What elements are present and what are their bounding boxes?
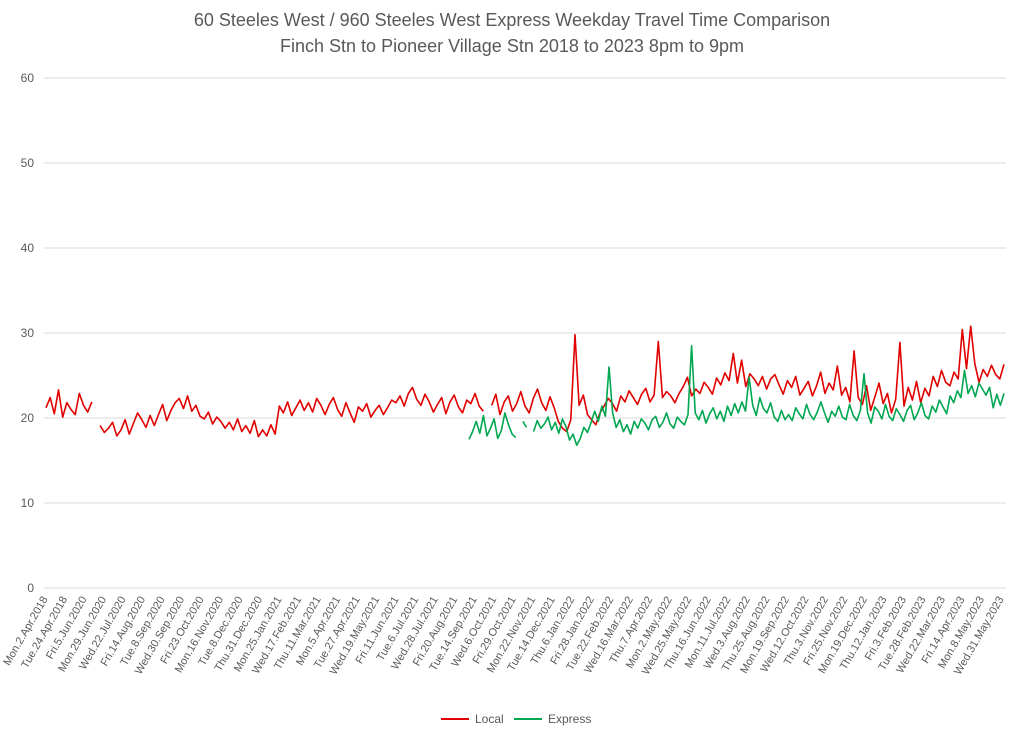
legend-label-express: Express: [548, 712, 592, 726]
legend-swatch-express: [514, 718, 542, 720]
series-line-local: [45, 325, 1005, 438]
series-lines: [45, 325, 1005, 446]
y-tick-label: 60: [21, 71, 35, 85]
legend: Local Express: [0, 712, 1024, 730]
y-tick-label: 30: [21, 326, 35, 340]
legend-item-local: Local: [441, 712, 504, 726]
y-tick-label: 50: [21, 156, 35, 170]
y-tick-label: 40: [21, 241, 35, 255]
series-line-express: [468, 345, 1005, 446]
y-tick-label: 0: [27, 581, 34, 595]
y-tick-label: 20: [21, 411, 35, 425]
gridlines: [44, 77, 1006, 589]
legend-swatch-local: [441, 718, 469, 720]
legend-item-express: Express: [514, 712, 591, 726]
y-tick-label: 10: [21, 496, 35, 510]
legend-label-local: Local: [475, 712, 504, 726]
chart-title: 60 Steeles West / 960 Steeles West Expre…: [193, 10, 831, 30]
chart-subtitle: Finch Stn to Pioneer Village Stn 2018 to…: [280, 36, 744, 56]
x-axis-ticks: Mon.2.Apr.2018Tue.24.Apr.2018Fri.5.Jun.2…: [1, 594, 1006, 676]
y-axis-ticks: 0 10 20 30 40 50 60: [21, 71, 35, 595]
